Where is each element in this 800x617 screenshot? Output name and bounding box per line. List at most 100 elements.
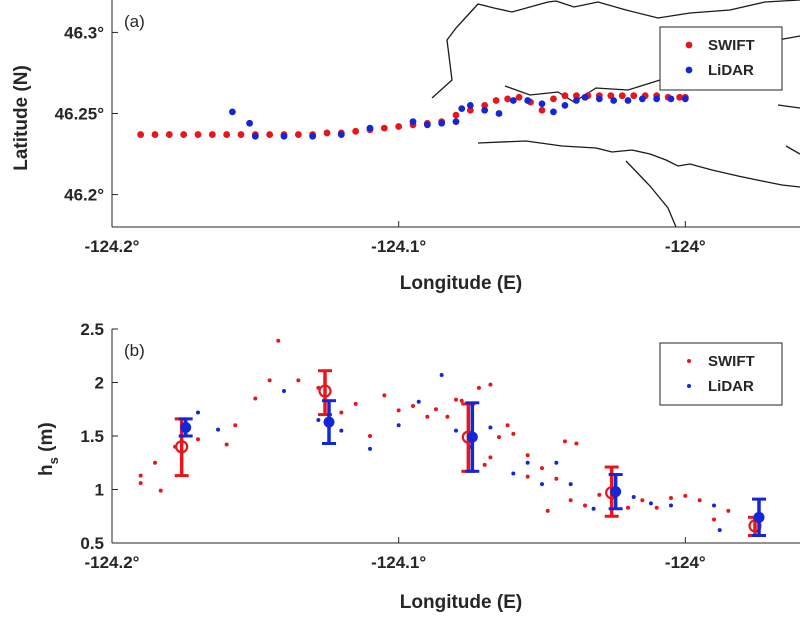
scatter-point-swift	[194, 131, 202, 138]
y-tick-label: 46.2°	[64, 186, 104, 205]
panel-b-label: (b)	[124, 341, 145, 360]
scatter-point-swift	[525, 474, 530, 479]
y-tick-label: 0.5	[80, 534, 104, 553]
legend-b-lidar-marker	[687, 384, 691, 388]
scatter-b	[138, 338, 731, 533]
scatter-point-lidar	[681, 95, 689, 103]
scatter-point-lidar	[610, 97, 618, 104]
panel-a-xlabel: Longitude (E)	[400, 273, 522, 294]
scatter-point-lidar	[653, 95, 661, 103]
scatter-point-lidar	[409, 118, 417, 126]
scatter-point-swift	[466, 106, 474, 114]
scatter-point-swift	[515, 93, 523, 101]
panel-a-map: -124.2° -124.1° -124°46.2°46.25°46.3° (a) …	[11, 0, 800, 294]
scatter-point-lidar	[631, 494, 636, 499]
scatter-a	[137, 92, 689, 140]
scatter-point-lidar	[511, 471, 516, 476]
scatter-point-swift	[583, 503, 587, 508]
scatter-point-lidar	[423, 121, 431, 129]
scatter-point-lidar	[554, 460, 559, 465]
scatter-point-lidar	[638, 95, 646, 103]
x-tick-label: -124.1°	[371, 553, 426, 572]
x-tick-label: -124.2°	[84, 237, 139, 256]
binned-errorbars-b	[174, 369, 766, 538]
scatter-point-swift	[138, 481, 143, 486]
scatter-point-swift	[497, 435, 501, 440]
panel-a-label: (a)	[124, 12, 145, 31]
x-tick-label: -124.1°	[371, 237, 426, 256]
legend-b-lidar-label: LiDAR	[708, 378, 754, 395]
scatter-point-swift	[425, 414, 430, 419]
bin-mean-swift	[175, 440, 189, 454]
scatter-point-swift	[574, 441, 579, 446]
scatter-point-lidar	[509, 97, 517, 104]
scatter-point-lidar	[246, 119, 254, 127]
scatter-point-lidar	[717, 528, 722, 533]
bin-mean-lidar	[323, 416, 335, 428]
scatter-point-swift	[253, 396, 258, 401]
scatter-point-swift	[151, 131, 159, 138]
scatter-point-swift	[669, 496, 673, 501]
scatter-point-swift	[224, 442, 229, 447]
scatter-point-swift	[180, 131, 188, 138]
legend-a-swift-label: SWIFT	[708, 37, 755, 54]
panel-b-xlabel: Longitude (E)	[400, 592, 522, 613]
scatter-point-swift	[640, 498, 645, 503]
scatter-point-lidar	[280, 132, 288, 140]
bin-mean-lidar	[466, 431, 478, 443]
scatter-point-swift	[368, 434, 372, 438]
legend-a: SWIFT LiDAR	[659, 26, 783, 91]
scatter-point-swift	[654, 505, 659, 510]
scatter-point-lidar	[396, 423, 401, 428]
scatter-point-swift	[676, 93, 683, 101]
legend-a-swift-marker	[685, 41, 693, 49]
x-tick-label: -124.2°	[84, 553, 139, 572]
legend-a-lidar-marker	[685, 66, 693, 74]
scatter-point-swift	[165, 131, 173, 138]
scatter-point-swift	[138, 473, 143, 478]
scatter-point-lidar	[624, 97, 632, 104]
scatter-point-lidar	[481, 106, 489, 114]
scatter-point-swift	[562, 439, 567, 444]
panel-a-ylabel: Latitude (N)	[11, 65, 32, 171]
scatter-point-lidar	[439, 373, 444, 378]
bin-mean-lidar	[610, 486, 622, 498]
scatter-point-lidar	[669, 503, 673, 508]
legend-b-swift-label: SWIFT	[708, 353, 755, 370]
axes-b: -124.2° -124.1° -124° 0.5 1 1.5 2 2.5	[80, 320, 800, 572]
scatter-point-swift	[353, 401, 358, 406]
scatter-point-lidar	[438, 119, 446, 127]
scatter-point-swift	[411, 404, 415, 409]
scatter-point-swift	[538, 106, 546, 114]
scatter-point-lidar	[368, 446, 372, 451]
scatter-point-lidar	[540, 482, 544, 487]
scatter-point-lidar	[525, 460, 530, 465]
y-tick-label: 46.25°	[55, 105, 105, 124]
legend-a-lidar-label: LiDAR	[708, 62, 754, 79]
scatter-point-swift	[554, 476, 559, 481]
scatter-point-lidar	[196, 410, 200, 415]
scatter-point-swift	[237, 131, 245, 138]
scatter-point-lidar	[337, 131, 345, 138]
scatter-point-lidar	[595, 95, 603, 103]
scatter-point-swift	[482, 462, 487, 467]
scatter-point-lidar	[538, 100, 546, 108]
axes-a: -124.2° -124.1° -124° 46.2° 46.25° 46.3°	[55, 0, 800, 256]
bin-mean-lidar	[180, 421, 192, 433]
scatter-point-swift	[454, 397, 458, 402]
scatter-point-lidar	[581, 93, 589, 101]
scatter-point-lidar	[216, 427, 221, 432]
scatter-point-lidar	[416, 399, 421, 404]
y-tick-label: 46.3°	[64, 23, 104, 42]
scatter-point-lidar	[667, 95, 675, 103]
scatter-point-swift	[597, 492, 602, 497]
x-tick-label: -124°	[665, 553, 706, 572]
scatter-point-swift	[683, 493, 688, 498]
scatter-point-swift	[540, 466, 544, 471]
scatter-point-swift	[568, 498, 573, 503]
scatter-point-swift	[452, 111, 460, 119]
scatter-point-swift	[395, 123, 403, 130]
scatter-point-lidar	[488, 425, 493, 430]
bin-mean-lidar	[753, 511, 765, 523]
